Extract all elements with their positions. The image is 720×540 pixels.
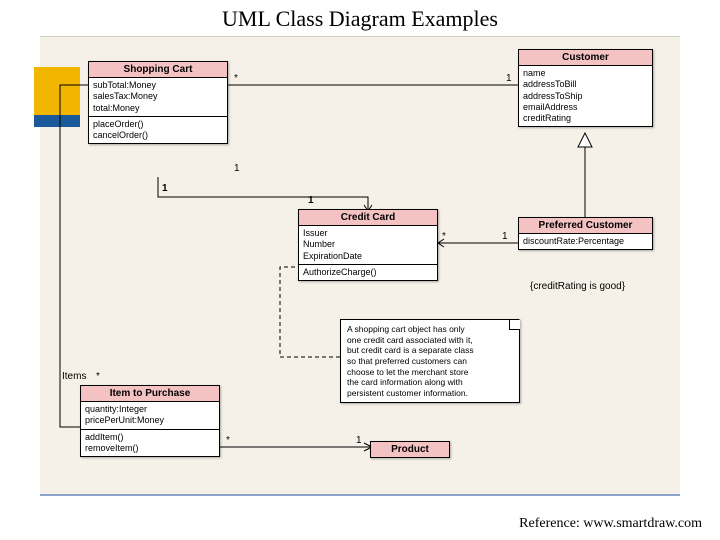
attr: quantity:Integer <box>85 404 215 415</box>
mult-label: 1 <box>162 183 168 194</box>
operations-section: placeOrder() cancelOrder() <box>89 117 227 144</box>
class-preferred-customer: Preferred Customer discountRate:Percenta… <box>518 217 653 250</box>
note-line: choose to let the merchant store <box>347 367 513 378</box>
attr: subTotal:Money <box>93 80 223 91</box>
note-line: one credit card associated with it, <box>347 335 513 346</box>
op: cancelOrder() <box>93 130 223 141</box>
mult-label: 1 <box>308 195 314 206</box>
mult-label: 1 <box>506 73 512 84</box>
attributes-section: Issuer Number ExpirationDate <box>299 226 437 265</box>
attr: discountRate:Percentage <box>523 236 648 247</box>
mult-label: 1 <box>234 163 240 174</box>
operations-section: addItem() removeItem() <box>81 430 219 457</box>
reference-text: Reference: www.smartdraw.com <box>519 516 702 532</box>
attributes-section: discountRate:Percentage <box>519 234 652 249</box>
page-title: UML Class Diagram Examples <box>0 0 720 36</box>
op: AuthorizeCharge() <box>303 267 433 278</box>
mult-label: 1 <box>356 435 362 446</box>
class-shopping-cart: Shopping Cart subTotal:Money salesTax:Mo… <box>88 61 228 144</box>
op: removeItem() <box>85 443 215 454</box>
class-item-to-purchase: Item to Purchase quantity:Integer priceP… <box>80 385 220 457</box>
class-header: Item to Purchase <box>81 386 219 402</box>
mult-label: * <box>226 435 230 446</box>
class-header: Preferred Customer <box>519 218 652 234</box>
note-line: the card information along with <box>347 377 513 388</box>
class-customer: Customer name addressToBill addressToShi… <box>518 49 653 127</box>
class-header: Credit Card <box>299 210 437 226</box>
mult-label: * <box>96 371 100 382</box>
diagram-canvas: Shopping Cart subTotal:Money salesTax:Mo… <box>40 36 680 496</box>
class-header: Shopping Cart <box>89 62 227 78</box>
mult-label: 1 <box>502 231 508 242</box>
note-line: persistent customer information. <box>347 388 513 399</box>
note-line: A shopping cart object has only <box>347 324 513 335</box>
attr: ExpirationDate <box>303 251 433 262</box>
attr: emailAddress <box>523 102 648 113</box>
op: placeOrder() <box>93 119 223 130</box>
class-header: Customer <box>519 50 652 66</box>
attr: salesTax:Money <box>93 91 223 102</box>
attr: creditRating <box>523 113 648 124</box>
diagram-note: A shopping cart object has only one cred… <box>340 319 520 403</box>
op: addItem() <box>85 432 215 443</box>
note-line: so that preferred customers can <box>347 356 513 367</box>
attr: total:Money <box>93 103 223 114</box>
mult-label: * <box>234 73 238 84</box>
class-header: Product <box>371 442 449 457</box>
attr: addressToBill <box>523 79 648 90</box>
attributes-section: quantity:Integer pricePerUnit:Money <box>81 402 219 430</box>
attr: name <box>523 68 648 79</box>
constraint-label: {creditRating is good} <box>530 281 625 292</box>
class-product: Product <box>370 441 450 458</box>
attr: pricePerUnit:Money <box>85 415 215 426</box>
attributes-section: name addressToBill addressToShip emailAd… <box>519 66 652 126</box>
accent-yellow-box <box>34 67 80 115</box>
attributes-section: subTotal:Money salesTax:Money total:Mone… <box>89 78 227 117</box>
attr: Number <box>303 239 433 250</box>
role-label: Items <box>62 371 86 382</box>
class-credit-card: Credit Card Issuer Number ExpirationDate… <box>298 209 438 281</box>
operations-section: AuthorizeCharge() <box>299 265 437 280</box>
mult-label: * <box>442 231 446 242</box>
accent-blue-box <box>34 115 80 127</box>
attr: Issuer <box>303 228 433 239</box>
note-line: but credit card is a separate class <box>347 345 513 356</box>
attr: addressToShip <box>523 91 648 102</box>
